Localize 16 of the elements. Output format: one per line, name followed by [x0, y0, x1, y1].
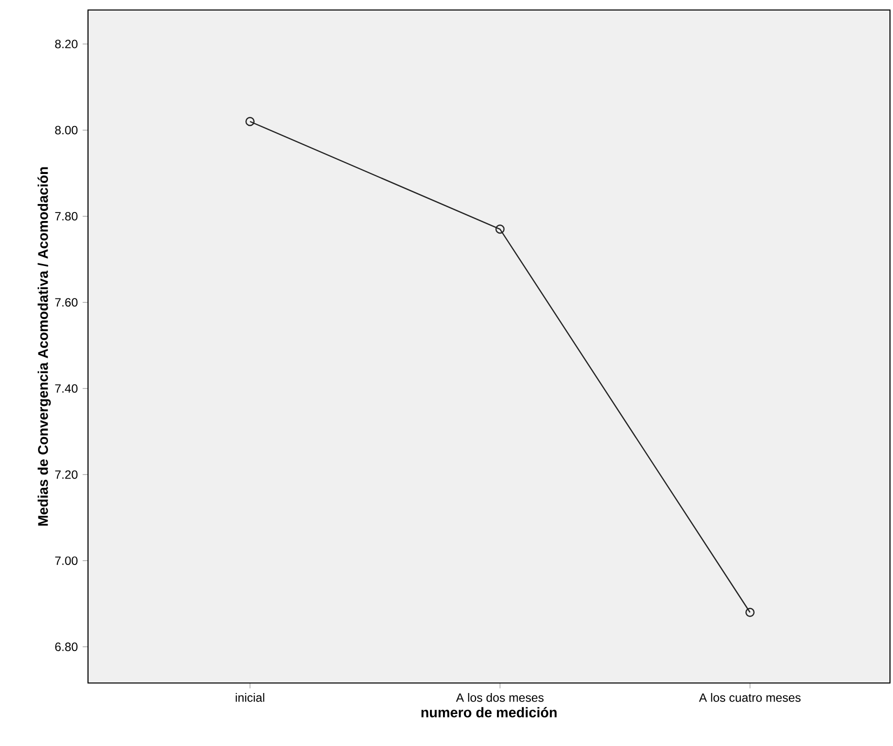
y-tick-label: 7.60 [55, 298, 78, 307]
y-tick-label: 8.20 [55, 40, 78, 48]
y-tick-label: 6.80 [55, 642, 78, 652]
x-axis-title: numero de medición [421, 706, 557, 718]
x-tick-label: A los dos meses [456, 693, 544, 702]
x-tick-label: inicial [236, 693, 264, 702]
y-tick-label: 8.00 [55, 126, 78, 134]
y-tick-label: 7.00 [55, 556, 78, 565]
point [745, 608, 755, 617]
y-tick-label: 7.40 [55, 384, 78, 393]
y-tick-label: 7.80 [55, 212, 78, 220]
point [495, 224, 505, 234]
y-axis-title: Medias de Convergencia Acomodativa / Acomodación [38, 167, 51, 526]
x-tick-label: A los cuatro meses [699, 693, 801, 702]
y-tick-label: 7.20 [55, 470, 78, 479]
point [245, 116, 255, 126]
